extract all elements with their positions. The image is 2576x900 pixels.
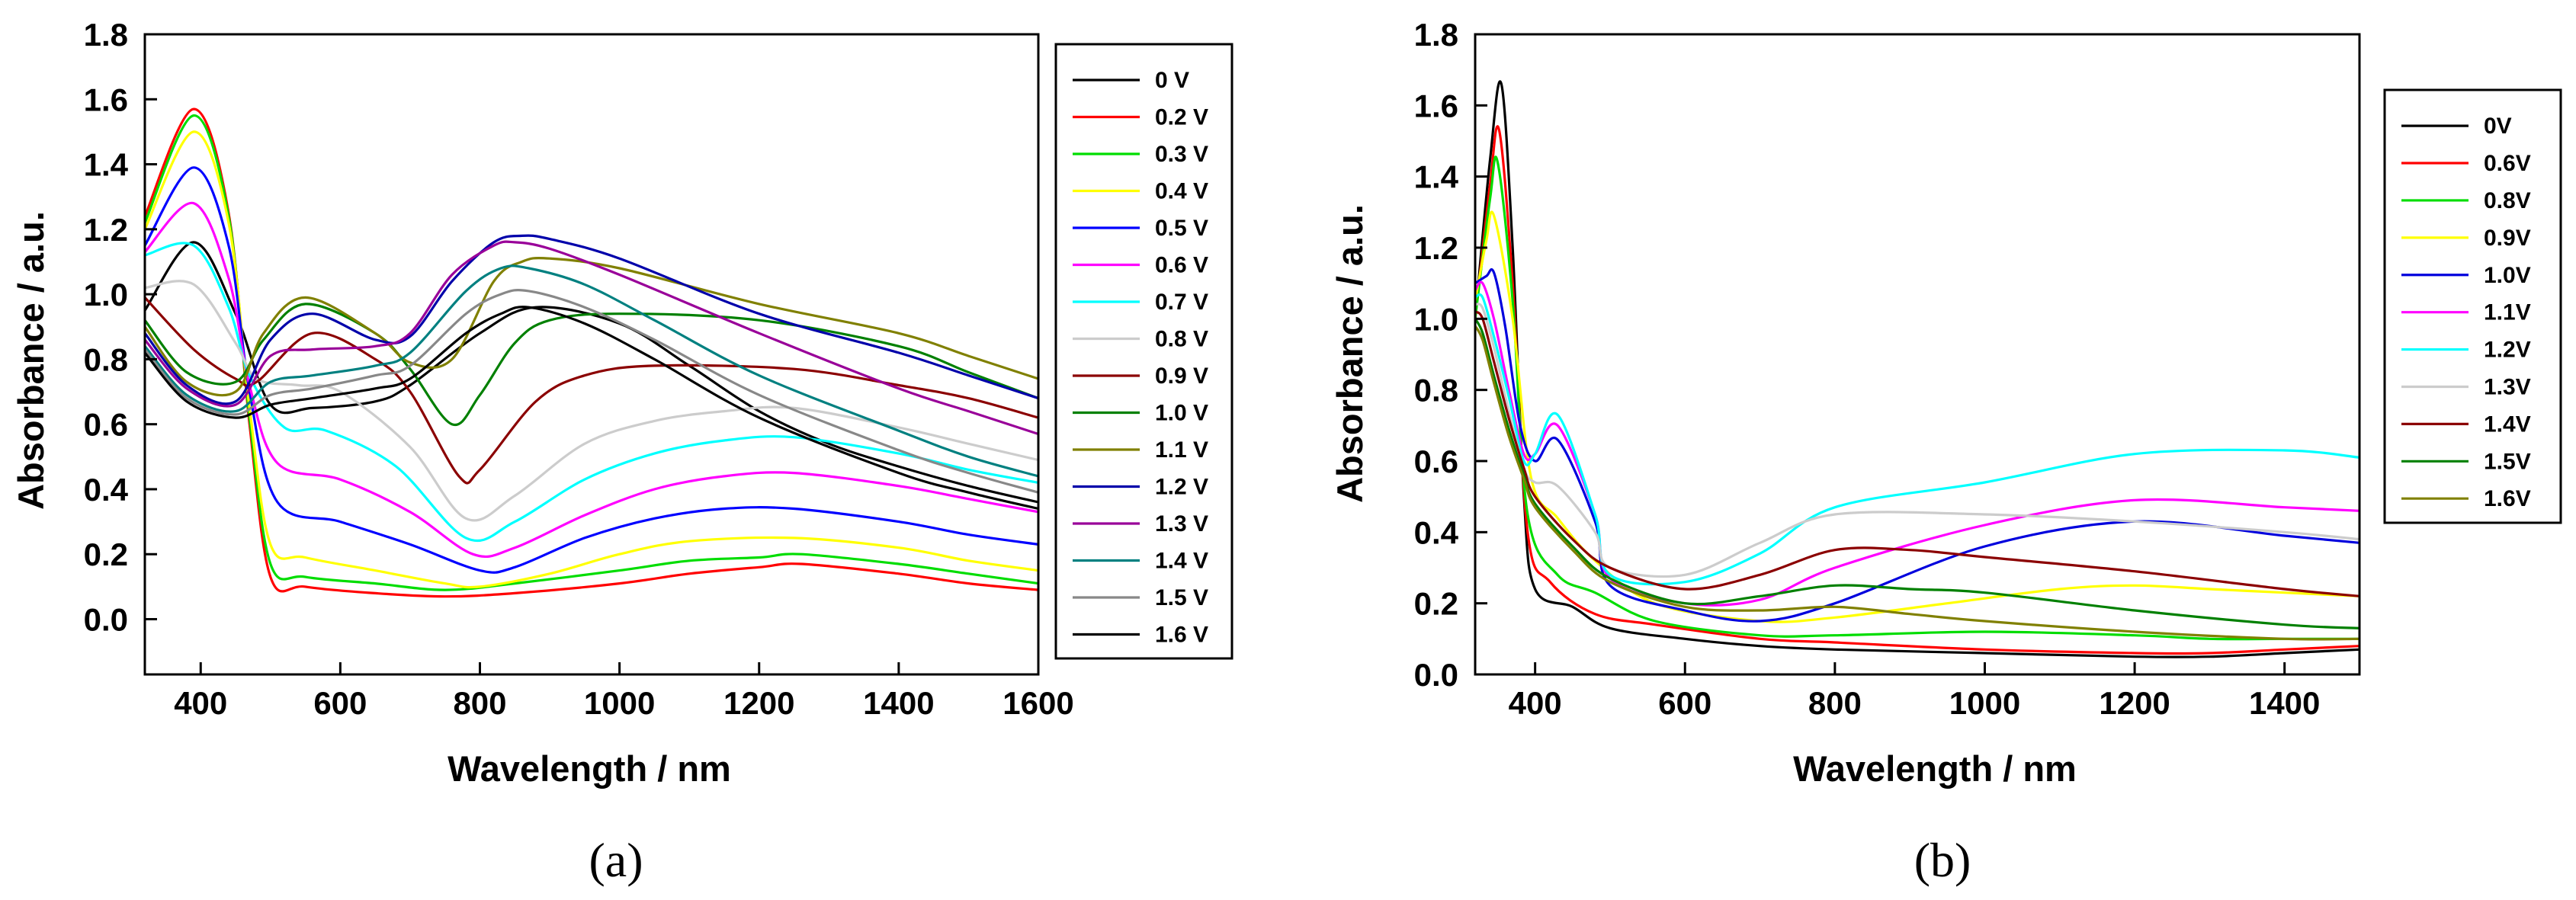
chart-a-xtick-label-1: 600 [313, 685, 367, 721]
chart-b-series-line-4 [1475, 267, 2359, 623]
chart-a-legend-label-4: 0.5 V [1155, 216, 1208, 241]
chart-b-xlabel: Wavelength / nm [1793, 748, 2077, 789]
chart-a-xtick-label-3: 1000 [584, 685, 655, 721]
chart-a-legend-label-6: 0.7 V [1155, 290, 1208, 315]
chart-a-xtick-label-6: 1600 [1002, 685, 1073, 721]
chart-a-series-line-15 [145, 306, 1038, 511]
chart-b-xtick-label-2: 800 [1808, 685, 1862, 721]
chart-b-legend-label-7: 1.3V [2484, 374, 2531, 399]
chart-a-ytick-label-3: 0.6 [84, 407, 128, 443]
chart-a-legend-label-2: 0.3 V [1155, 142, 1208, 167]
chart-a-series-line-10 [145, 256, 1038, 397]
chart-b-series-line-10 [1475, 325, 2359, 641]
chart-a-series-line-4 [145, 166, 1038, 574]
chart-b-ytick-label-4: 0.8 [1414, 373, 1458, 408]
chart-b-legend-label-1: 0.6V [2484, 151, 2531, 176]
chart-b-ytick-label-3: 0.6 [1414, 444, 1458, 479]
chart-a-ytick-label-4: 0.8 [84, 341, 128, 377]
chart-a-ytick-label-1: 0.2 [84, 536, 128, 572]
chart-a-xtick-label-5: 1400 [863, 685, 934, 721]
chart-b-ytick-label-5: 1.0 [1414, 301, 1458, 337]
chart-a-legend-label-1: 0.2 V [1155, 104, 1208, 130]
chart-b-legend-label-6: 1.2V [2484, 338, 2531, 363]
chart-b-series-line-0 [1475, 80, 2359, 658]
chart-b-plot-frame [1474, 33, 2361, 676]
chart-a: 400 600 800 1000 1200 1400 1600 0.0 0.2 0.4 0.6 0.8… [84, 17, 1233, 721]
chart-b-xtick-label-0: 400 [1509, 685, 1562, 721]
chart-a-ytick-label-0: 0.0 [84, 602, 128, 638]
chart-b-series-line-2 [1475, 155, 2359, 641]
chart-a-ytick-label-7: 1.4 [84, 147, 129, 183]
chart-a-series-line-3 [145, 130, 1038, 589]
chart-a-legend-label-5: 0.6 V [1155, 252, 1208, 277]
chart-b-legend-label-2: 0.8V [2484, 188, 2531, 213]
chart-a-series-line-12 [145, 240, 1038, 436]
chart-a-xtick-label-4: 1200 [723, 685, 794, 721]
chart-a-series-line-5 [145, 202, 1038, 558]
chart-a-legend-label-8: 0.9 V [1155, 364, 1208, 389]
chart-a-series-line-7 [145, 280, 1038, 522]
chart-a-ytick-label-9: 1.8 [84, 17, 128, 53]
chart-a-series-line-0 [145, 241, 1038, 504]
chart-b-legend-label-9: 1.5V [2484, 449, 2531, 474]
chart-b-legend-label-3: 0.9V [2484, 226, 2531, 251]
chart-b: 400 600 800 1000 1200 1400 0.0 0.2 0.4 0.6 0.8 1.0 1… [1414, 17, 2562, 721]
chart-a-ytick-label-5: 1.0 [84, 277, 128, 312]
chart-a-legend-label-9: 1.0 V [1155, 400, 1208, 425]
chart-a-legend-label-3: 0.4 V [1155, 178, 1208, 203]
chart-b-ytick-label-7: 1.4 [1414, 159, 1459, 195]
chart-b-xtick-label-5: 1400 [2249, 685, 2320, 721]
chart-a-legend-label-0: 0 V [1155, 68, 1189, 93]
chart-b-ytick-label-6: 1.2 [1414, 230, 1458, 266]
chart-a-ytick-label-8: 1.6 [84, 82, 128, 117]
chart-b-series-group [1475, 80, 2359, 658]
chart-a-legend-label-14: 1.5 V [1155, 585, 1208, 610]
chart-a-legend-label-12: 1.3 V [1155, 511, 1208, 536]
chart-a-legend-label-11: 1.2 V [1155, 474, 1208, 499]
chart-a-legend-label-15: 1.6 V [1155, 622, 1208, 647]
chart-b-xtick-label-1: 600 [1658, 685, 1711, 721]
chart-b-ytick-label-2: 0.4 [1414, 514, 1459, 550]
chart-a-ytick-label-2: 0.4 [84, 472, 129, 508]
chart-a-series-line-11 [145, 234, 1038, 405]
chart-a-plot-frame [143, 33, 1040, 676]
chart-a-ylabel: Absorbance / a.u. [11, 211, 51, 510]
chart-b-legend-label-10: 1.6V [2484, 486, 2531, 511]
chart-b-legend-label-0: 0V [2484, 114, 2512, 139]
chart-b-ytick-label-0: 0.0 [1414, 657, 1458, 693]
chart-a-legend-label-10: 1.1 V [1155, 437, 1208, 463]
chart-b-legend-label-4: 1.0V [2484, 263, 2531, 288]
chart-b-series-line-6 [1475, 293, 2359, 586]
chart-a-series-line-13 [145, 264, 1038, 478]
chart-a-legend-label-13: 1.4 V [1155, 548, 1208, 573]
chart-b-legend-label-8: 1.4V [2484, 412, 2531, 437]
chart-b-ytick-label-8: 1.6 [1414, 88, 1458, 123]
chart-b-legend-label-5: 1.1V [2484, 300, 2531, 325]
chart-b-ylabel: Absorbance / a.u. [1330, 204, 1370, 503]
chart-b-panel-label: (b) [1914, 833, 1971, 887]
chart-a-series-group [145, 107, 1038, 598]
chart-b-xtick-label-4: 1200 [2099, 685, 2170, 721]
chart-a-xlabel: Wavelength / nm [448, 748, 731, 789]
chart-a-legend-label-7: 0.8 V [1155, 326, 1208, 351]
chart-a-series-line-14 [145, 289, 1038, 494]
chart-b-ytick-label-1: 0.2 [1414, 586, 1458, 622]
chart-a-xtick-label-0: 400 [174, 685, 227, 721]
chart-a-xtick-label-2: 800 [453, 685, 506, 721]
chart-b-xtick-label-3: 1000 [1949, 685, 2020, 721]
chart-b-series-line-7 [1475, 303, 2359, 578]
chart-a-ytick-label-6: 1.2 [84, 212, 128, 248]
chart-a-panel-label: (a) [589, 833, 643, 887]
chart-b-legend-box [2383, 88, 2562, 524]
chart-b-ytick-label-9: 1.8 [1414, 17, 1458, 53]
chart-b-series-line-8 [1475, 310, 2359, 597]
chart-b-series-line-9 [1475, 318, 2359, 629]
chart-a-legend-box [1054, 43, 1233, 660]
chart-b-series-line-1 [1475, 125, 2359, 655]
